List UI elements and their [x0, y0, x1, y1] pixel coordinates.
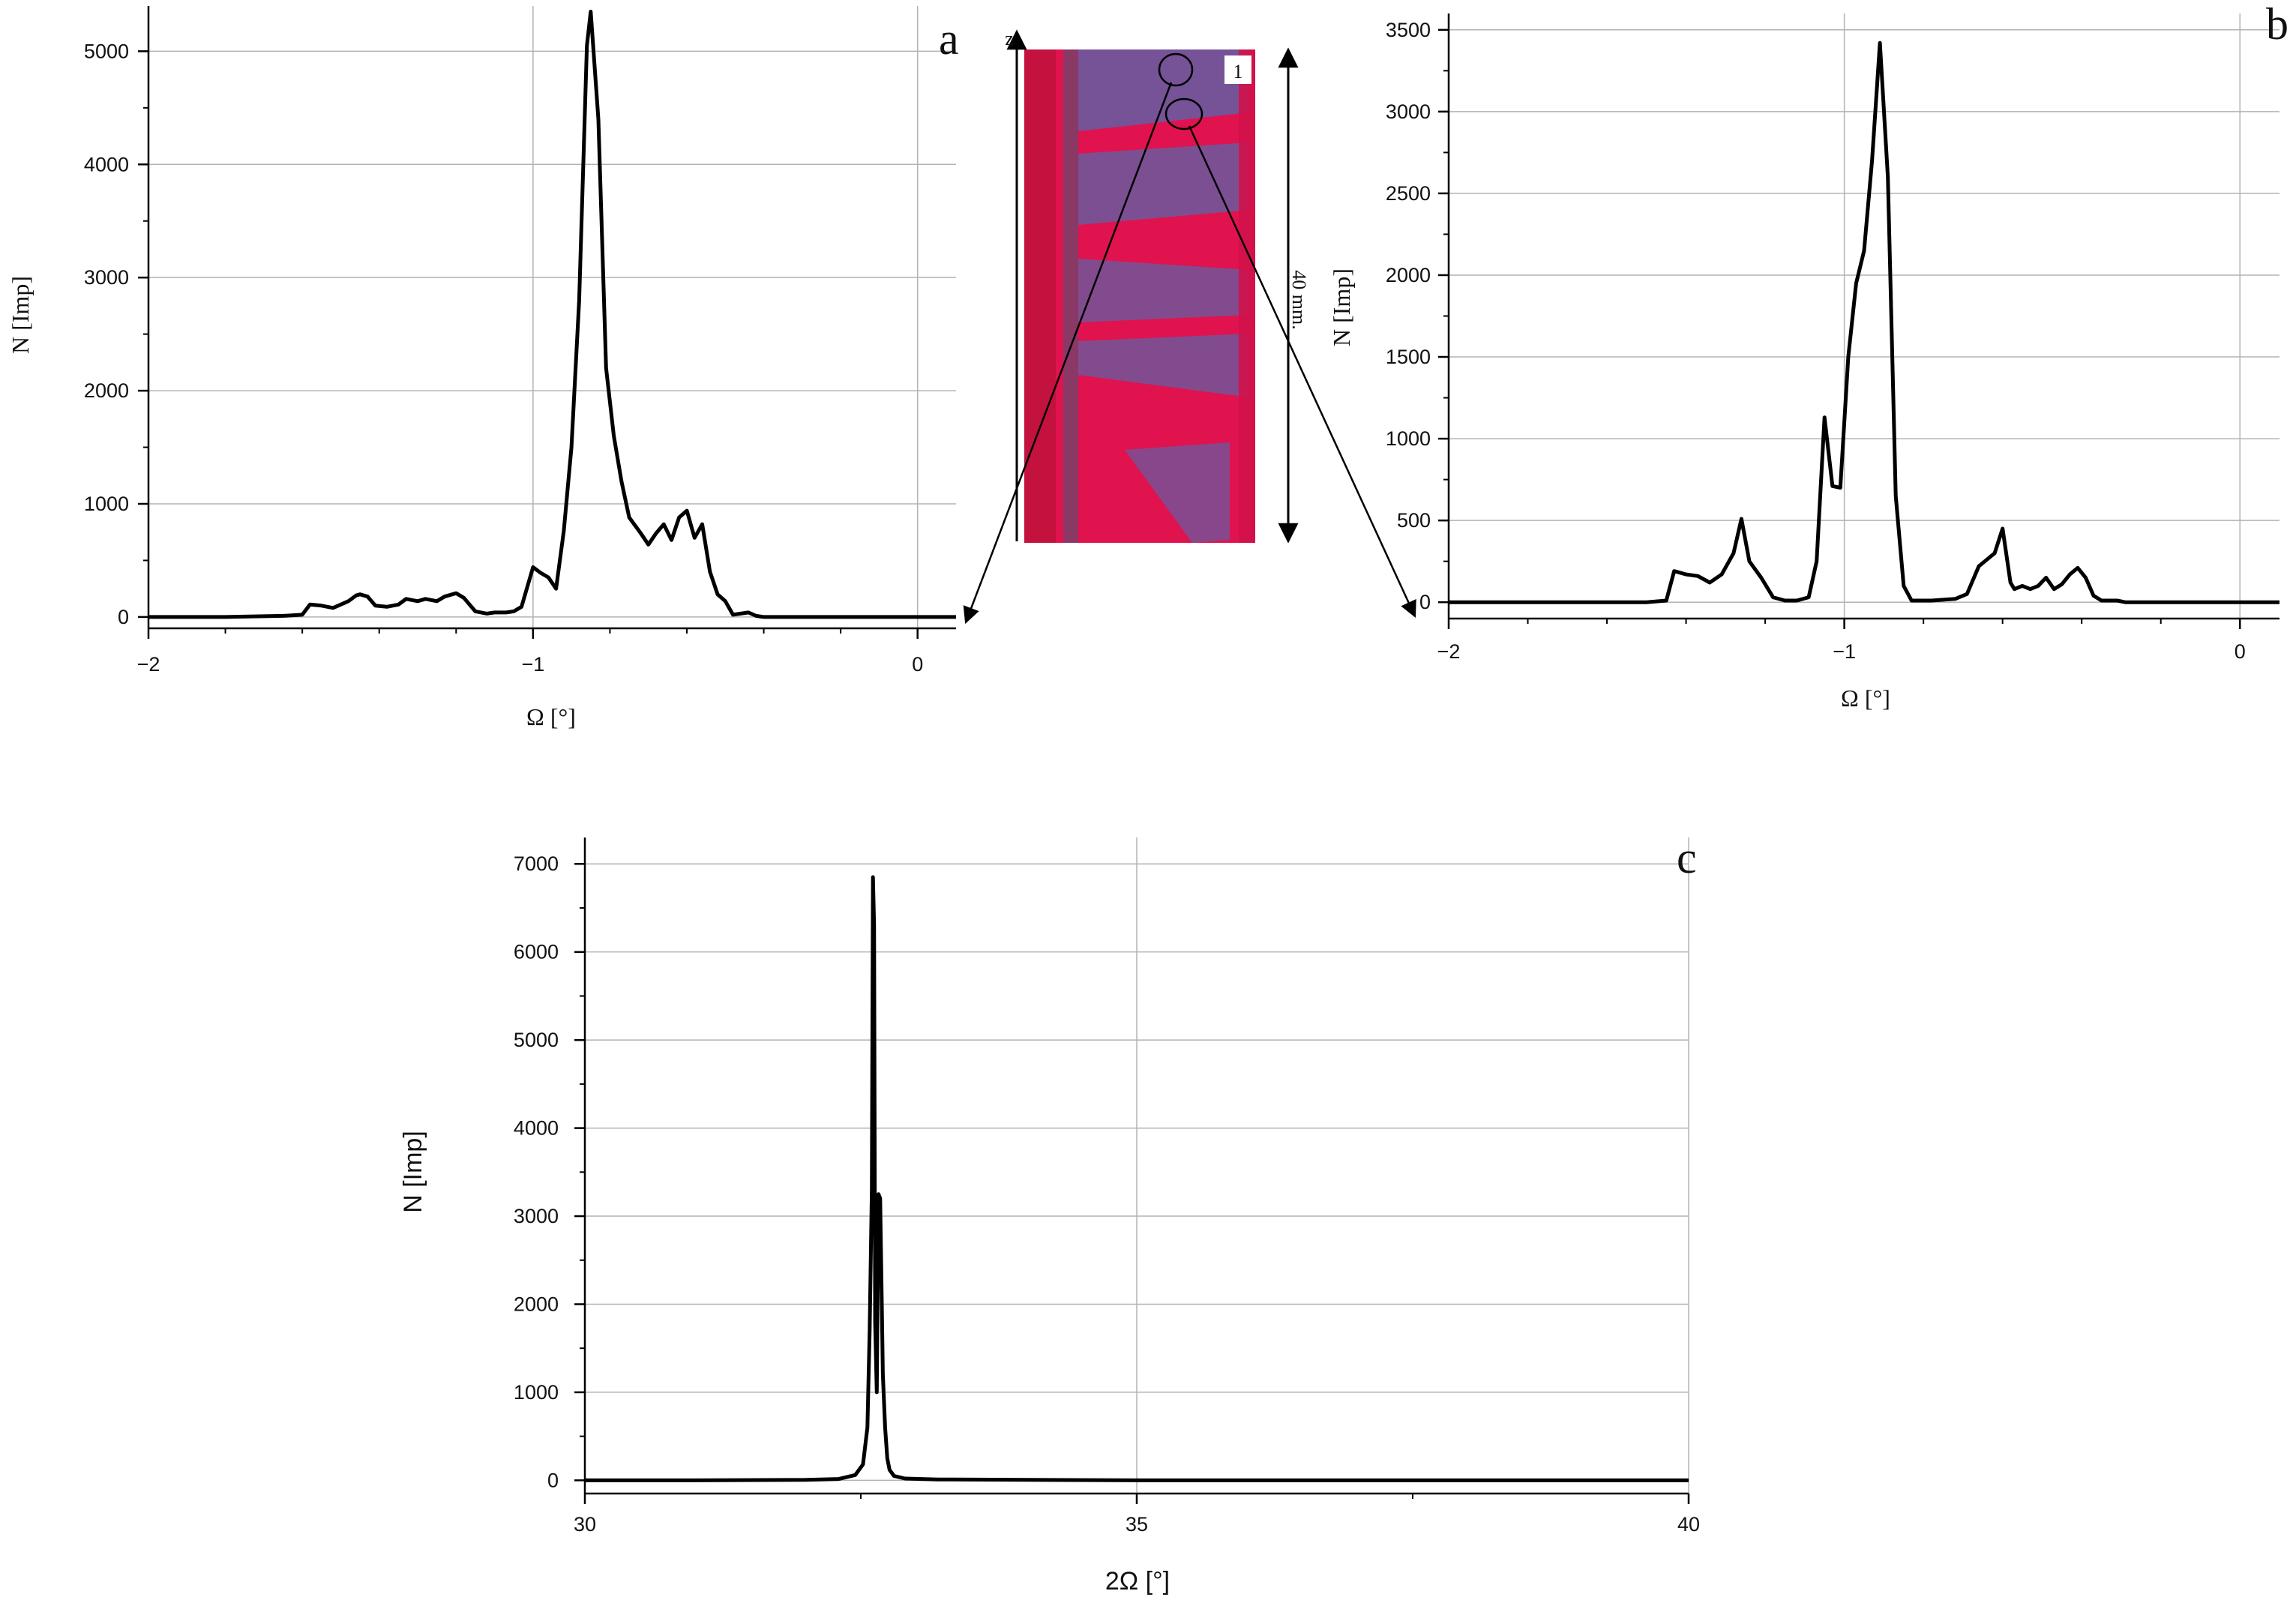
photo-label-box — [1224, 55, 1251, 84]
photo-label: 1 — [1233, 61, 1243, 82]
crystal-photo-edge — [1024, 49, 1056, 543]
y-axis-title-c: N [Imp] — [399, 1131, 427, 1213]
series-line-a — [148, 10, 956, 619]
region-marker-2 — [1164, 97, 1203, 130]
x-tick-label: −2 — [1437, 640, 1461, 663]
z-axis-label: z — [1005, 28, 1014, 49]
pointer-to-panel-a — [963, 82, 1173, 625]
chart-panel-c: 0 1000 2000 3000 4000 5000 6000 7000 30 35 40 N [I… — [399, 833, 1700, 1596]
crystal-photo-band-3 — [1078, 259, 1249, 322]
y-tick-label: 2000 — [84, 379, 129, 402]
axis-ticks-a: 0 1000 2000 3000 4000 5000 −2 −1 0 — [84, 6, 956, 676]
y-axis-title-b: N [Imp] — [1328, 268, 1355, 346]
y-tick-label: 3000 — [1386, 100, 1431, 123]
y-tick-label: 4000 — [514, 1117, 559, 1140]
y-tick-label: 1000 — [514, 1381, 559, 1404]
y-tick-label: 0 — [118, 606, 129, 628]
panel-letter-b: b — [2266, 0, 2289, 49]
crystal-photo-band-1 — [1078, 49, 1249, 131]
y-tick-label: 5000 — [514, 1029, 559, 1051]
y-tick-label: 6000 — [514, 941, 559, 963]
x-tick-label: −2 — [137, 653, 160, 676]
x-tick-label: 0 — [2235, 640, 2246, 663]
crystal-photo-band-4 — [1078, 334, 1249, 397]
y-tick-label: 1000 — [84, 493, 129, 515]
x-tick-label: 30 — [574, 1513, 596, 1536]
x-axis-title-a: Ω [°] — [526, 703, 576, 730]
y-tick-label: 4000 — [84, 153, 129, 175]
y-axis-title-a: N [Imp] — [7, 276, 34, 354]
region-marker-1 — [1158, 52, 1194, 87]
y-tick-label: 2000 — [514, 1293, 559, 1315]
y-tick-label: 3500 — [1386, 19, 1431, 41]
y-tick-label: 5000 — [84, 40, 129, 62]
y-tick-label: 500 — [1397, 509, 1431, 532]
y-tick-label: 2000 — [1386, 264, 1431, 286]
x-tick-label: −1 — [1833, 640, 1856, 663]
y-tick-label: 3000 — [84, 266, 129, 289]
crystal-photo-stripe — [1063, 49, 1078, 543]
pointer-to-panel-b — [1188, 125, 1416, 619]
x-tick-label: −1 — [521, 653, 544, 676]
crystal-photo: 1 z 40 mm. — [963, 28, 1416, 625]
y-tick-label: 0 — [547, 1469, 559, 1491]
panel-letter-a: a — [939, 14, 959, 64]
grid-a — [148, 6, 956, 628]
y-tick-label: 7000 — [514, 852, 559, 875]
chart-panel-b: 0 500 1000 1500 2000 2500 3000 3500 −2 −1 0 N [Imp… — [1328, 0, 2289, 712]
axis-ticks-c: 0 1000 2000 3000 4000 5000 6000 7000 30 35 40 — [514, 837, 1700, 1536]
axis-ticks-b: 0 500 1000 1500 2000 2500 3000 3500 −2 −1 0 — [1386, 13, 2280, 663]
x-tick-label: 40 — [1677, 1513, 1700, 1536]
grid-b — [1448, 13, 2280, 619]
y-tick-label: 0 — [1419, 591, 1431, 613]
series-line-c — [585, 875, 1689, 1482]
y-tick-label: 2500 — [1386, 182, 1431, 205]
x-axis-title-c: 2Ω [°] — [1105, 1567, 1170, 1596]
panel-letter-c: c — [1677, 833, 1697, 882]
length-label: 40 mm. — [1288, 270, 1310, 329]
series-line-b — [1449, 40, 2280, 604]
x-tick-label: 35 — [1126, 1513, 1148, 1536]
x-axis-title-b: Ω [°] — [1841, 685, 1890, 712]
x-tick-label: 0 — [912, 653, 923, 676]
chart-panel-a: 0 1000 2000 3000 4000 5000 −2 −1 0 N [Imp] Ω [°]… — [7, 6, 959, 730]
y-tick-label: 1500 — [1386, 346, 1431, 368]
y-tick-label: 3000 — [514, 1205, 559, 1227]
crystal-photo-right-edge — [1239, 49, 1255, 543]
y-tick-label: 1000 — [1386, 427, 1431, 450]
crystal-photo-band-5 — [1125, 442, 1230, 543]
grid-c — [584, 837, 1689, 1494]
